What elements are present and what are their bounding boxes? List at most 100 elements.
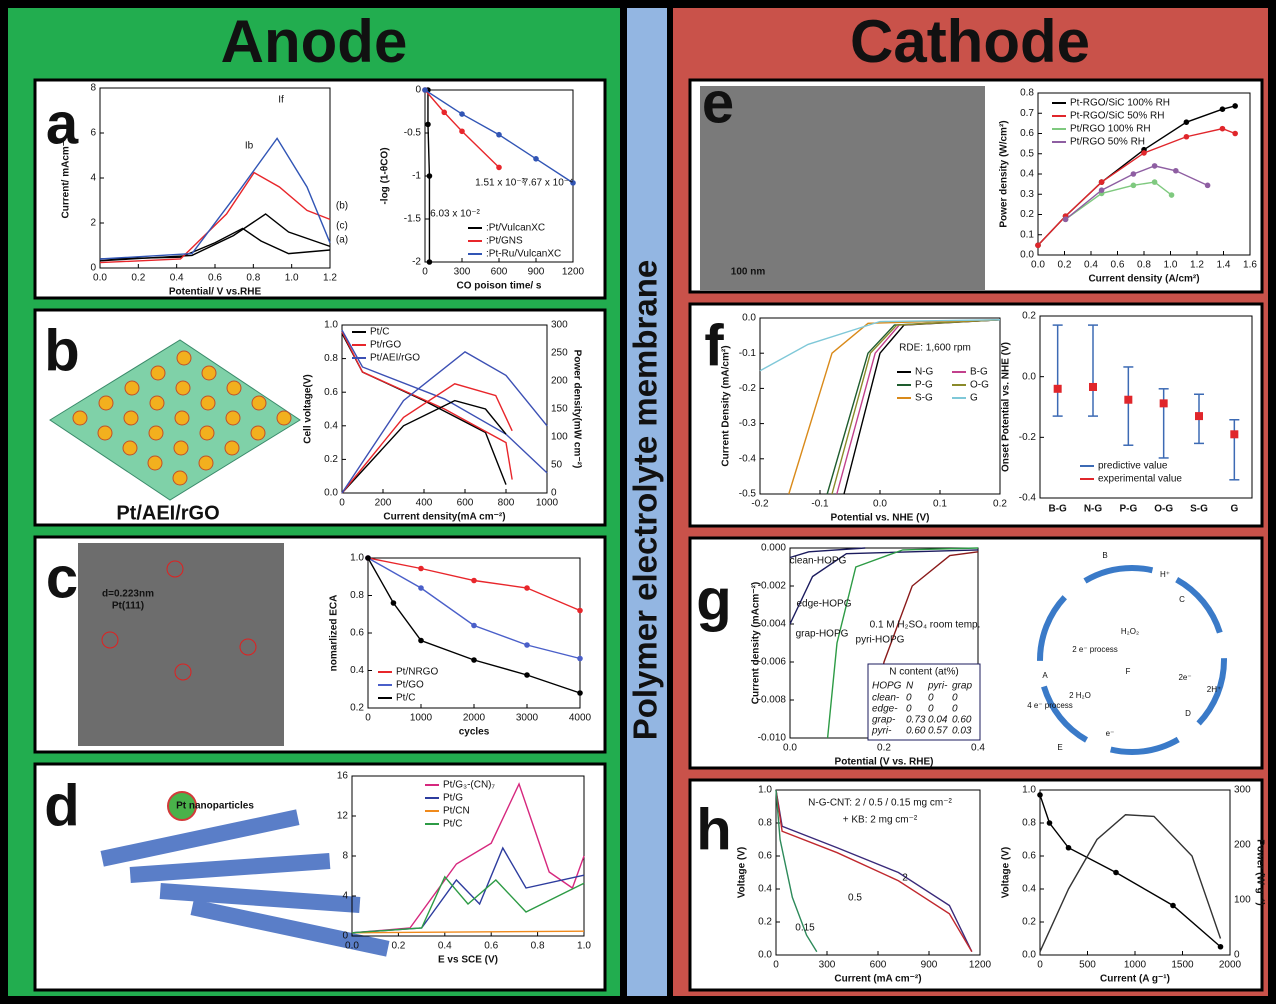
annotation: Ib (245, 141, 254, 152)
legend-label: N-G (915, 367, 934, 378)
table-cell: HOPG (872, 681, 902, 692)
y-tick-label: -1 (412, 171, 421, 182)
x-tick-label: 3000 (516, 713, 539, 724)
legend-label: predictive value (1098, 461, 1168, 472)
legend-label: Pt/C (396, 693, 415, 704)
diagram-label: A (1042, 671, 1048, 680)
x-axis-label: Potential (V vs. RHE) (835, 757, 934, 768)
x-tick-label: 0.0 (1031, 260, 1045, 271)
y-tick-label: 0.8 (1020, 88, 1034, 99)
curve-marker (496, 165, 502, 171)
x-axis-label: E vs SCE (V) (438, 955, 498, 966)
y-tick-label: 1.0 (758, 785, 772, 796)
x-tick-label: 0.1 (933, 499, 947, 510)
pt-particle (125, 381, 139, 395)
y-tick-label: 6 (90, 128, 96, 139)
y-tick-label: 0.2 (350, 703, 364, 714)
x-tick-label: 400 (416, 498, 433, 509)
pt-particle (227, 381, 241, 395)
x-tick-label: 1.2 (1190, 260, 1204, 271)
annotation: 2 (902, 873, 908, 884)
diagram-label: F (1126, 667, 1131, 676)
legend-label: experimental value (1098, 474, 1182, 485)
x-tick-label: -0.2 (751, 499, 769, 510)
y2-axis-label: Power (W g⁻¹) (1254, 839, 1265, 905)
curve-marker (1047, 820, 1053, 826)
annotation: 0.15 (795, 923, 815, 934)
y-tick-label: 0.000 (761, 543, 786, 554)
y-tick-label: 0.3 (1020, 189, 1034, 200)
table-cell: 0 (906, 693, 912, 704)
x-tick-label: -0.1 (811, 499, 829, 510)
y-tick-label: 0.6 (324, 387, 338, 398)
y-tick-label: 4 (342, 891, 348, 902)
curve-marker (427, 259, 433, 265)
x-tick-label: 0.2 (391, 941, 405, 952)
pt-particle (150, 396, 164, 410)
y2-tick-label: 300 (1234, 785, 1251, 796)
y-tick-label: 0 (415, 85, 421, 96)
y-tick-label: 0.1 (1020, 229, 1034, 240)
curve-marker (418, 566, 424, 572)
y-tick-label: -0.4 (1019, 493, 1037, 504)
y-tick-label: 0 (342, 931, 348, 942)
legend-label: :Pt/GNS (486, 236, 523, 247)
table-cell: N (906, 681, 914, 692)
x-tick-label: 1000 (410, 713, 433, 724)
annotation: (c) (336, 221, 348, 232)
table-cell: edge- (872, 704, 898, 715)
y-tick-label: -0.002 (758, 581, 787, 592)
y-tick-label: 2 (90, 218, 96, 229)
y-axis-label: -log (1-θCO) (380, 147, 391, 204)
x-axis-label: Current density(mA cm⁻²) (383, 512, 505, 523)
annotation: + KB: 2 mg cm⁻² (843, 815, 918, 826)
y-tick-label: 0.8 (758, 818, 772, 829)
pt-particle (201, 396, 215, 410)
curve-marker (1152, 179, 1158, 185)
pt-particle (174, 441, 188, 455)
point-marker (1160, 399, 1168, 407)
x-tick-label: 300 (819, 960, 836, 971)
y-tick-label: 0.4 (758, 884, 772, 895)
table-cell: 0.04 (928, 715, 948, 726)
anode-title: Anode (221, 8, 408, 75)
legend-label: Pt/C (443, 819, 462, 830)
legend-label: Pt-RGO/SiC 50% RH (1070, 111, 1164, 122)
diagram-label: 2e⁻ (1178, 673, 1191, 682)
category-label: P-G (1119, 504, 1137, 515)
diagram-label: E (1057, 743, 1062, 752)
y-tick-label: 0.8 (1022, 818, 1036, 829)
x-tick-label: 200 (375, 498, 392, 509)
legend-label: G (970, 393, 978, 404)
y-tick-label: 1.0 (350, 553, 364, 564)
x-tick-label: 1500 (1171, 960, 1194, 971)
image-label: Pt/AEI/rGO (116, 502, 219, 524)
curve-marker (1035, 242, 1041, 248)
y-axis-label: Current density (mAcm⁻²) (751, 582, 762, 705)
panel-letter: g (696, 567, 731, 632)
y-tick-label: 0.4 (324, 420, 338, 431)
legend-label: Pt/C (370, 327, 389, 338)
pt-particle (277, 411, 291, 425)
curve-marker (418, 638, 424, 644)
y-tick-label: -0.4 (739, 453, 757, 464)
x-tick-label: 900 (921, 960, 938, 971)
x-tick-label: 0.2 (877, 743, 891, 754)
tem-image (78, 543, 284, 746)
x-tick-label: 1.2 (323, 273, 337, 284)
curve-marker (1220, 106, 1226, 112)
panel (690, 304, 1262, 526)
x-tick-label: 0.6 (484, 941, 498, 952)
y-tick-label: -0.3 (739, 418, 757, 429)
x-axis-label: Current density (A/cm²) (1088, 274, 1199, 285)
y-tick-label: 16 (337, 771, 349, 782)
diagram-label: C (1179, 595, 1185, 604)
y-tick-label: -2 (412, 257, 421, 268)
curve-marker (577, 608, 583, 614)
image-label: 100 nm (731, 267, 766, 278)
curve-marker (422, 87, 428, 93)
image-label: d=0.223nm (102, 589, 154, 600)
y-tick-label: -0.5 (404, 128, 422, 139)
curve-marker (1232, 103, 1238, 109)
y-tick-label: 0.2 (1020, 209, 1034, 220)
